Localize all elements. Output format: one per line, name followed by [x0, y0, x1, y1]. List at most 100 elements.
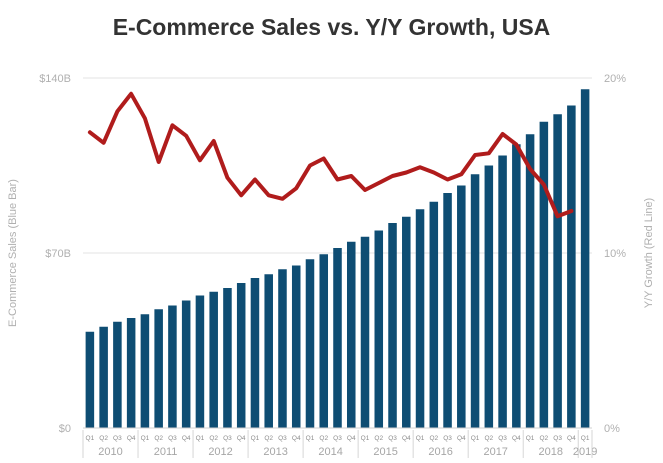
sales-bar: [429, 201, 439, 428]
growth-point: [185, 134, 187, 137]
x-quarter-label: Q4: [292, 435, 301, 442]
growth-point: [515, 143, 518, 146]
growth-point: [226, 176, 229, 179]
x-quarter-label: Q2: [484, 435, 493, 442]
sales-bar: [223, 288, 232, 428]
growth-point: [556, 215, 559, 218]
x-quarter-label: Q2: [264, 435, 273, 442]
x-quarter-label: Q3: [388, 435, 397, 442]
sales-bar: [236, 283, 246, 428]
x-year-label: 2011: [154, 446, 178, 458]
sales-bar: [250, 278, 260, 428]
growth-point: [116, 110, 119, 113]
sales-bar: [264, 274, 273, 428]
sales-bar: [539, 121, 549, 428]
x-quarter-label: Q1: [416, 435, 425, 442]
x-quarter-label: Q1: [361, 435, 370, 442]
growth-point: [391, 175, 394, 177]
growth-point: [144, 117, 146, 120]
sales-bar: [195, 295, 205, 428]
x-quarter-label: Q1: [196, 435, 205, 442]
y-right-tick-label: 20%: [604, 73, 626, 85]
x-quarter-label: Q2: [99, 435, 108, 442]
growth-point: [488, 152, 490, 155]
growth-point: [309, 164, 311, 167]
x-year-label: 2013: [263, 446, 287, 458]
sales-bar: [567, 105, 576, 428]
x-quarter-label: Q3: [223, 435, 232, 442]
sales-bar: [553, 114, 562, 428]
x-quarter-label: Q3: [333, 435, 342, 442]
sales-bar: [333, 248, 342, 428]
x-quarter-label: Q3: [113, 435, 122, 442]
sales-bar: [278, 269, 287, 428]
growth-point: [336, 178, 339, 181]
x-year-label: 2018: [538, 446, 562, 458]
x-quarter-label: Q4: [402, 435, 411, 442]
growth-point: [295, 187, 298, 190]
sales-bar: [457, 185, 466, 428]
growth-point: [130, 92, 132, 95]
x-quarter-label: Q2: [374, 435, 383, 442]
growth-point: [501, 133, 504, 135]
x-quarter-label: Q1: [141, 435, 150, 442]
sales-bar: [291, 265, 301, 428]
sales-bar: [154, 309, 163, 428]
x-quarter-label: Q1: [86, 435, 95, 442]
x-quarter-label: Q3: [168, 435, 177, 442]
sales-bar: [319, 254, 329, 428]
y-left-tick-label: $70B: [45, 248, 71, 260]
x-quarter-label: Q3: [553, 435, 562, 442]
growth-point: [529, 168, 531, 170]
x-quarter-label: Q2: [209, 435, 218, 442]
sales-bar: [470, 174, 480, 428]
growth-point: [254, 178, 256, 181]
growth-line: [87, 91, 574, 219]
growth-point: [281, 197, 284, 200]
sales-bar: [181, 300, 191, 428]
chart-title: E-Commerce Sales vs. Y/Y Growth, USA: [112, 14, 551, 40]
sales-bar: [346, 241, 356, 428]
growth-point: [267, 194, 270, 197]
x-year-label: 2012: [208, 446, 232, 458]
sales-bar: [402, 216, 411, 428]
growth-point: [212, 140, 215, 142]
growth-point: [460, 173, 463, 176]
sales-bar: [498, 155, 507, 428]
sales-bar: [388, 223, 397, 428]
growth-point: [322, 157, 325, 160]
growth-point: [543, 183, 545, 186]
x-quarter-label: Q3: [278, 435, 287, 442]
sales-bar: [113, 321, 122, 428]
sales-bar: [140, 314, 150, 428]
growth-point: [171, 124, 174, 127]
y-left-axis-title: E-Commerce Sales (Blue Bar): [7, 179, 19, 327]
x-year-label: 2017: [483, 446, 507, 458]
sales-bar: [580, 89, 590, 428]
x-year-label: 2019: [573, 446, 597, 458]
growth-point: [419, 166, 421, 169]
x-quarter-label: Q2: [154, 435, 163, 442]
x-quarter-label: Q4: [127, 435, 136, 442]
x-quarter-label: Q1: [581, 435, 590, 442]
y-right-tick-label: 0%: [604, 423, 620, 435]
x-quarter-label: Q1: [306, 435, 315, 442]
x-year-label: 2010: [98, 446, 122, 458]
x-year-label: 2014: [318, 446, 342, 458]
sales-bar: [305, 259, 315, 428]
growth-point: [446, 178, 449, 181]
x-quarter-label: Q1: [526, 435, 535, 442]
growth-point: [364, 189, 366, 191]
x-year-label: 2015: [373, 446, 397, 458]
growth-point: [377, 182, 380, 184]
growth-point: [102, 141, 105, 144]
sales-bar: [85, 331, 95, 428]
x-quarter-label: Q1: [251, 435, 260, 442]
growth-point: [350, 175, 353, 177]
sales-bar: [484, 165, 494, 428]
x-quarter-label: Q4: [347, 435, 356, 442]
x-quarter-label: Q2: [429, 435, 438, 442]
x-quarter-label: Q1: [471, 435, 480, 442]
growth-point: [432, 171, 435, 174]
